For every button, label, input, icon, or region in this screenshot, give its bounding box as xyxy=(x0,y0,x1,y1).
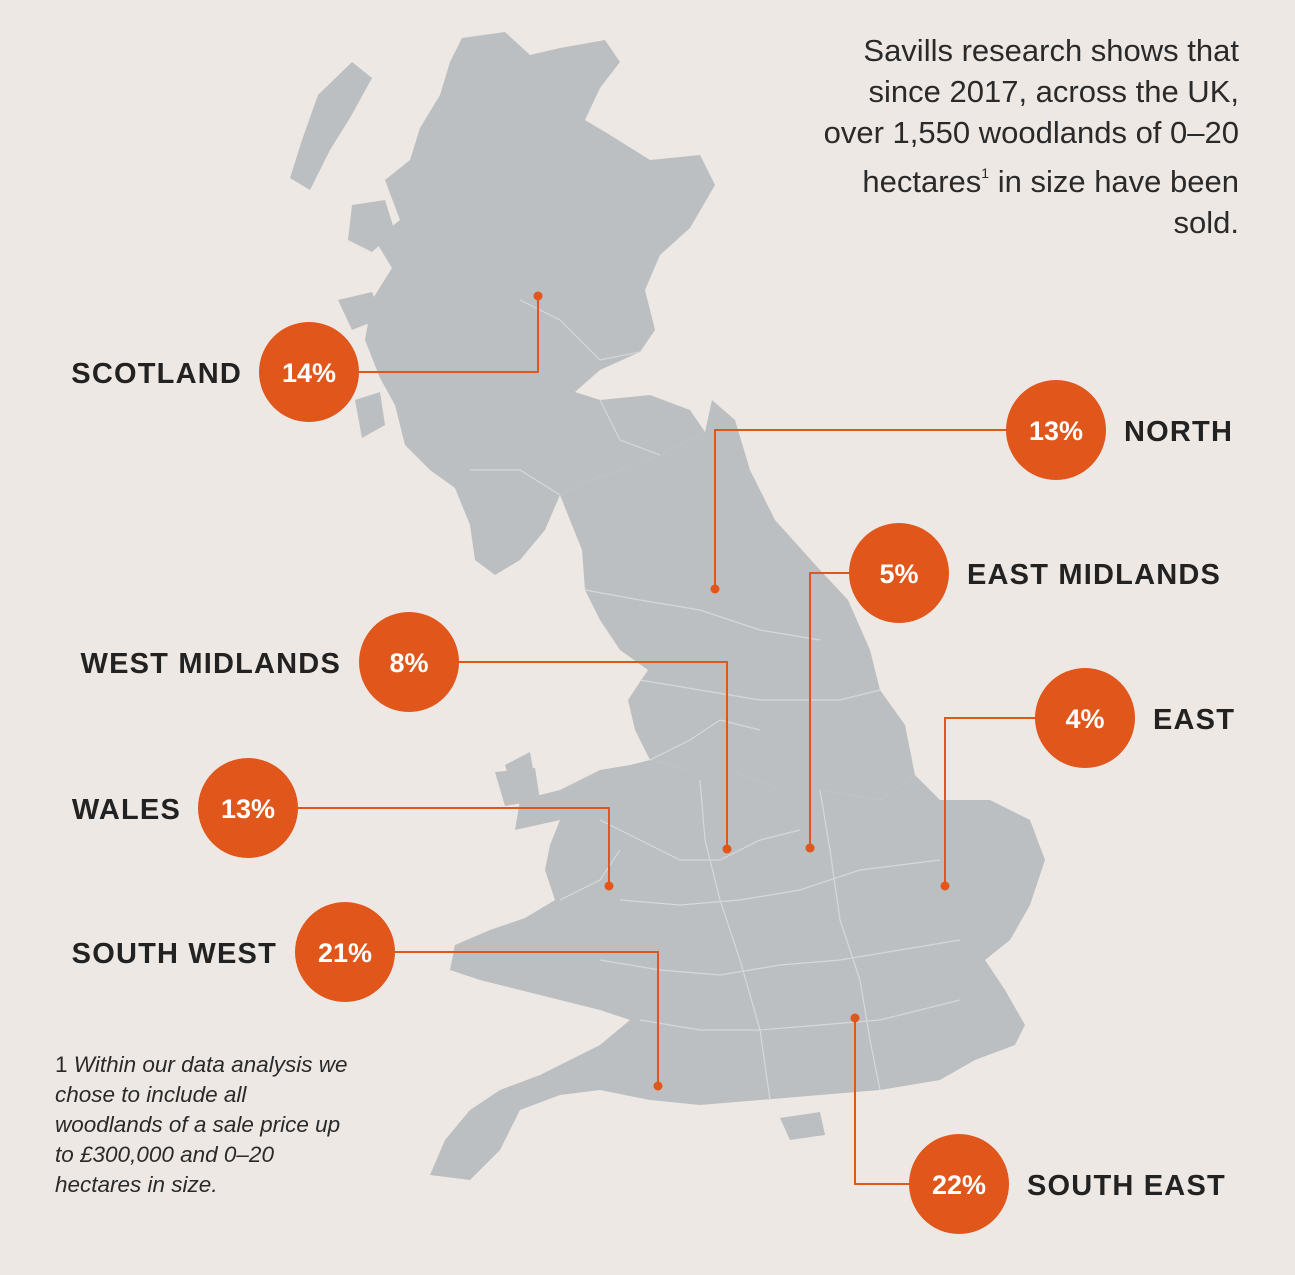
value-east: 4% xyxy=(1065,704,1104,734)
mull xyxy=(338,292,382,330)
dot-west-midlands xyxy=(722,844,732,854)
intro-text-end: in size have been sold. xyxy=(989,164,1239,240)
dot-scotland xyxy=(533,291,543,301)
value-north: 13% xyxy=(1029,416,1083,446)
wales-and-southern-england-landmass xyxy=(430,760,1045,1180)
bubble-east: 4% xyxy=(1035,668,1135,768)
leader-south-west xyxy=(395,951,659,1086)
leader-east-midlands xyxy=(809,572,850,848)
county-boundaries xyxy=(470,299,961,1101)
value-wales: 13% xyxy=(221,794,275,824)
value-south-west: 21% xyxy=(318,938,372,968)
bubble-west-midlands: 8% xyxy=(359,612,459,712)
leader-west-midlands xyxy=(458,661,728,849)
leader-north xyxy=(714,429,1008,589)
footnote-number: 1 xyxy=(55,1052,68,1077)
label-scotland: SCOTLAND xyxy=(71,358,242,390)
dot-east-midlands xyxy=(805,843,815,853)
label-north: NORTH xyxy=(1124,416,1233,448)
anglesey xyxy=(495,768,540,806)
label-west-midlands: WEST MIDLANDS xyxy=(81,648,341,680)
bubble-wales: 13% xyxy=(198,758,298,858)
skye xyxy=(348,200,395,252)
dot-south-west xyxy=(653,1081,663,1091)
value-east-midlands: 5% xyxy=(879,559,918,589)
dot-wales xyxy=(604,881,614,891)
intro-footnote-marker: 1 xyxy=(981,165,990,181)
leader-scotland xyxy=(358,296,539,373)
bubble-south-east: 22% xyxy=(909,1134,1009,1234)
scotland-landmass xyxy=(365,32,715,575)
dot-south-east xyxy=(850,1013,860,1023)
bubble-scotland: 14% xyxy=(259,322,359,422)
dot-east xyxy=(940,881,950,891)
leader-south-east xyxy=(854,1018,910,1185)
leader-lines xyxy=(298,296,1036,1185)
outer-hebrides xyxy=(290,62,372,190)
bubble-south-west: 21% xyxy=(295,902,395,1002)
leader-wales xyxy=(298,807,610,886)
region-bubbles: 14% 13% 5% 8% 4% 13% 21% 22% xyxy=(198,322,1135,1234)
leader-end-dots xyxy=(533,291,950,1091)
dot-north xyxy=(710,584,720,594)
label-wales: WALES xyxy=(72,794,181,826)
leader-east xyxy=(944,717,1036,886)
bubble-north: 13% xyxy=(1006,380,1106,480)
label-south-west: SOUTH WEST xyxy=(72,938,277,970)
footnote: 1 Within our data analysis we chose to i… xyxy=(55,1050,355,1200)
region-labels: SCOTLAND NORTH EAST MIDLANDS WEST MIDLAN… xyxy=(71,358,1235,1202)
value-scotland: 14% xyxy=(282,358,336,388)
value-south-east: 22% xyxy=(932,1170,986,1200)
bubble-east-midlands: 5% xyxy=(849,523,949,623)
islay xyxy=(355,392,385,438)
intro-text: Savills research shows that since 2017, … xyxy=(819,30,1239,243)
label-east: EAST xyxy=(1153,704,1235,736)
label-south-east: SOUTH EAST xyxy=(1027,1170,1226,1202)
value-west-midlands: 8% xyxy=(389,648,428,678)
intro-text-main: Savills research shows that since 2017, … xyxy=(823,33,1239,199)
isle-of-wight xyxy=(780,1112,825,1140)
footnote-text: Within our data analysis we chose to inc… xyxy=(55,1052,348,1197)
label-east-midlands: EAST MIDLANDS xyxy=(967,559,1221,591)
